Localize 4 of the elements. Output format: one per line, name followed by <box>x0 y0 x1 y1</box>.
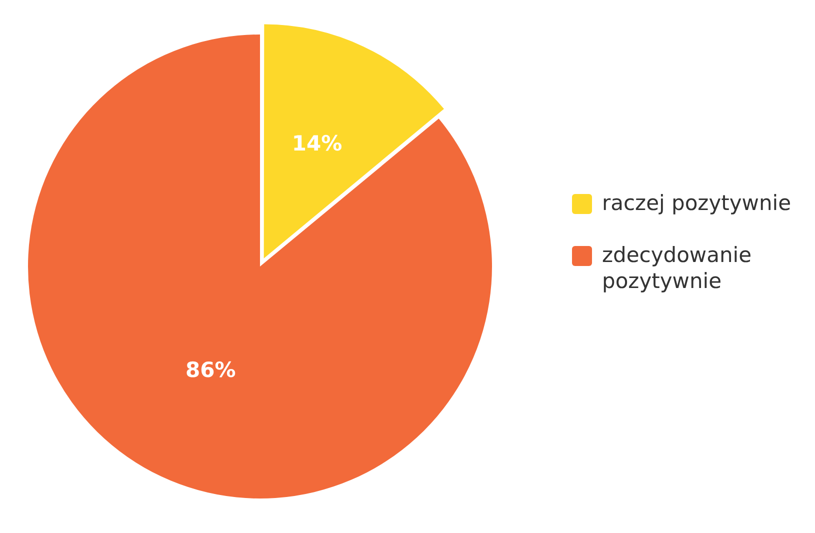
data-label: 86% <box>185 358 236 382</box>
data-label: 14% <box>292 132 342 156</box>
legend-label: zdecydowanie pozytywnie <box>602 242 753 294</box>
legend-label: raczej pozytywnie <box>602 190 792 216</box>
